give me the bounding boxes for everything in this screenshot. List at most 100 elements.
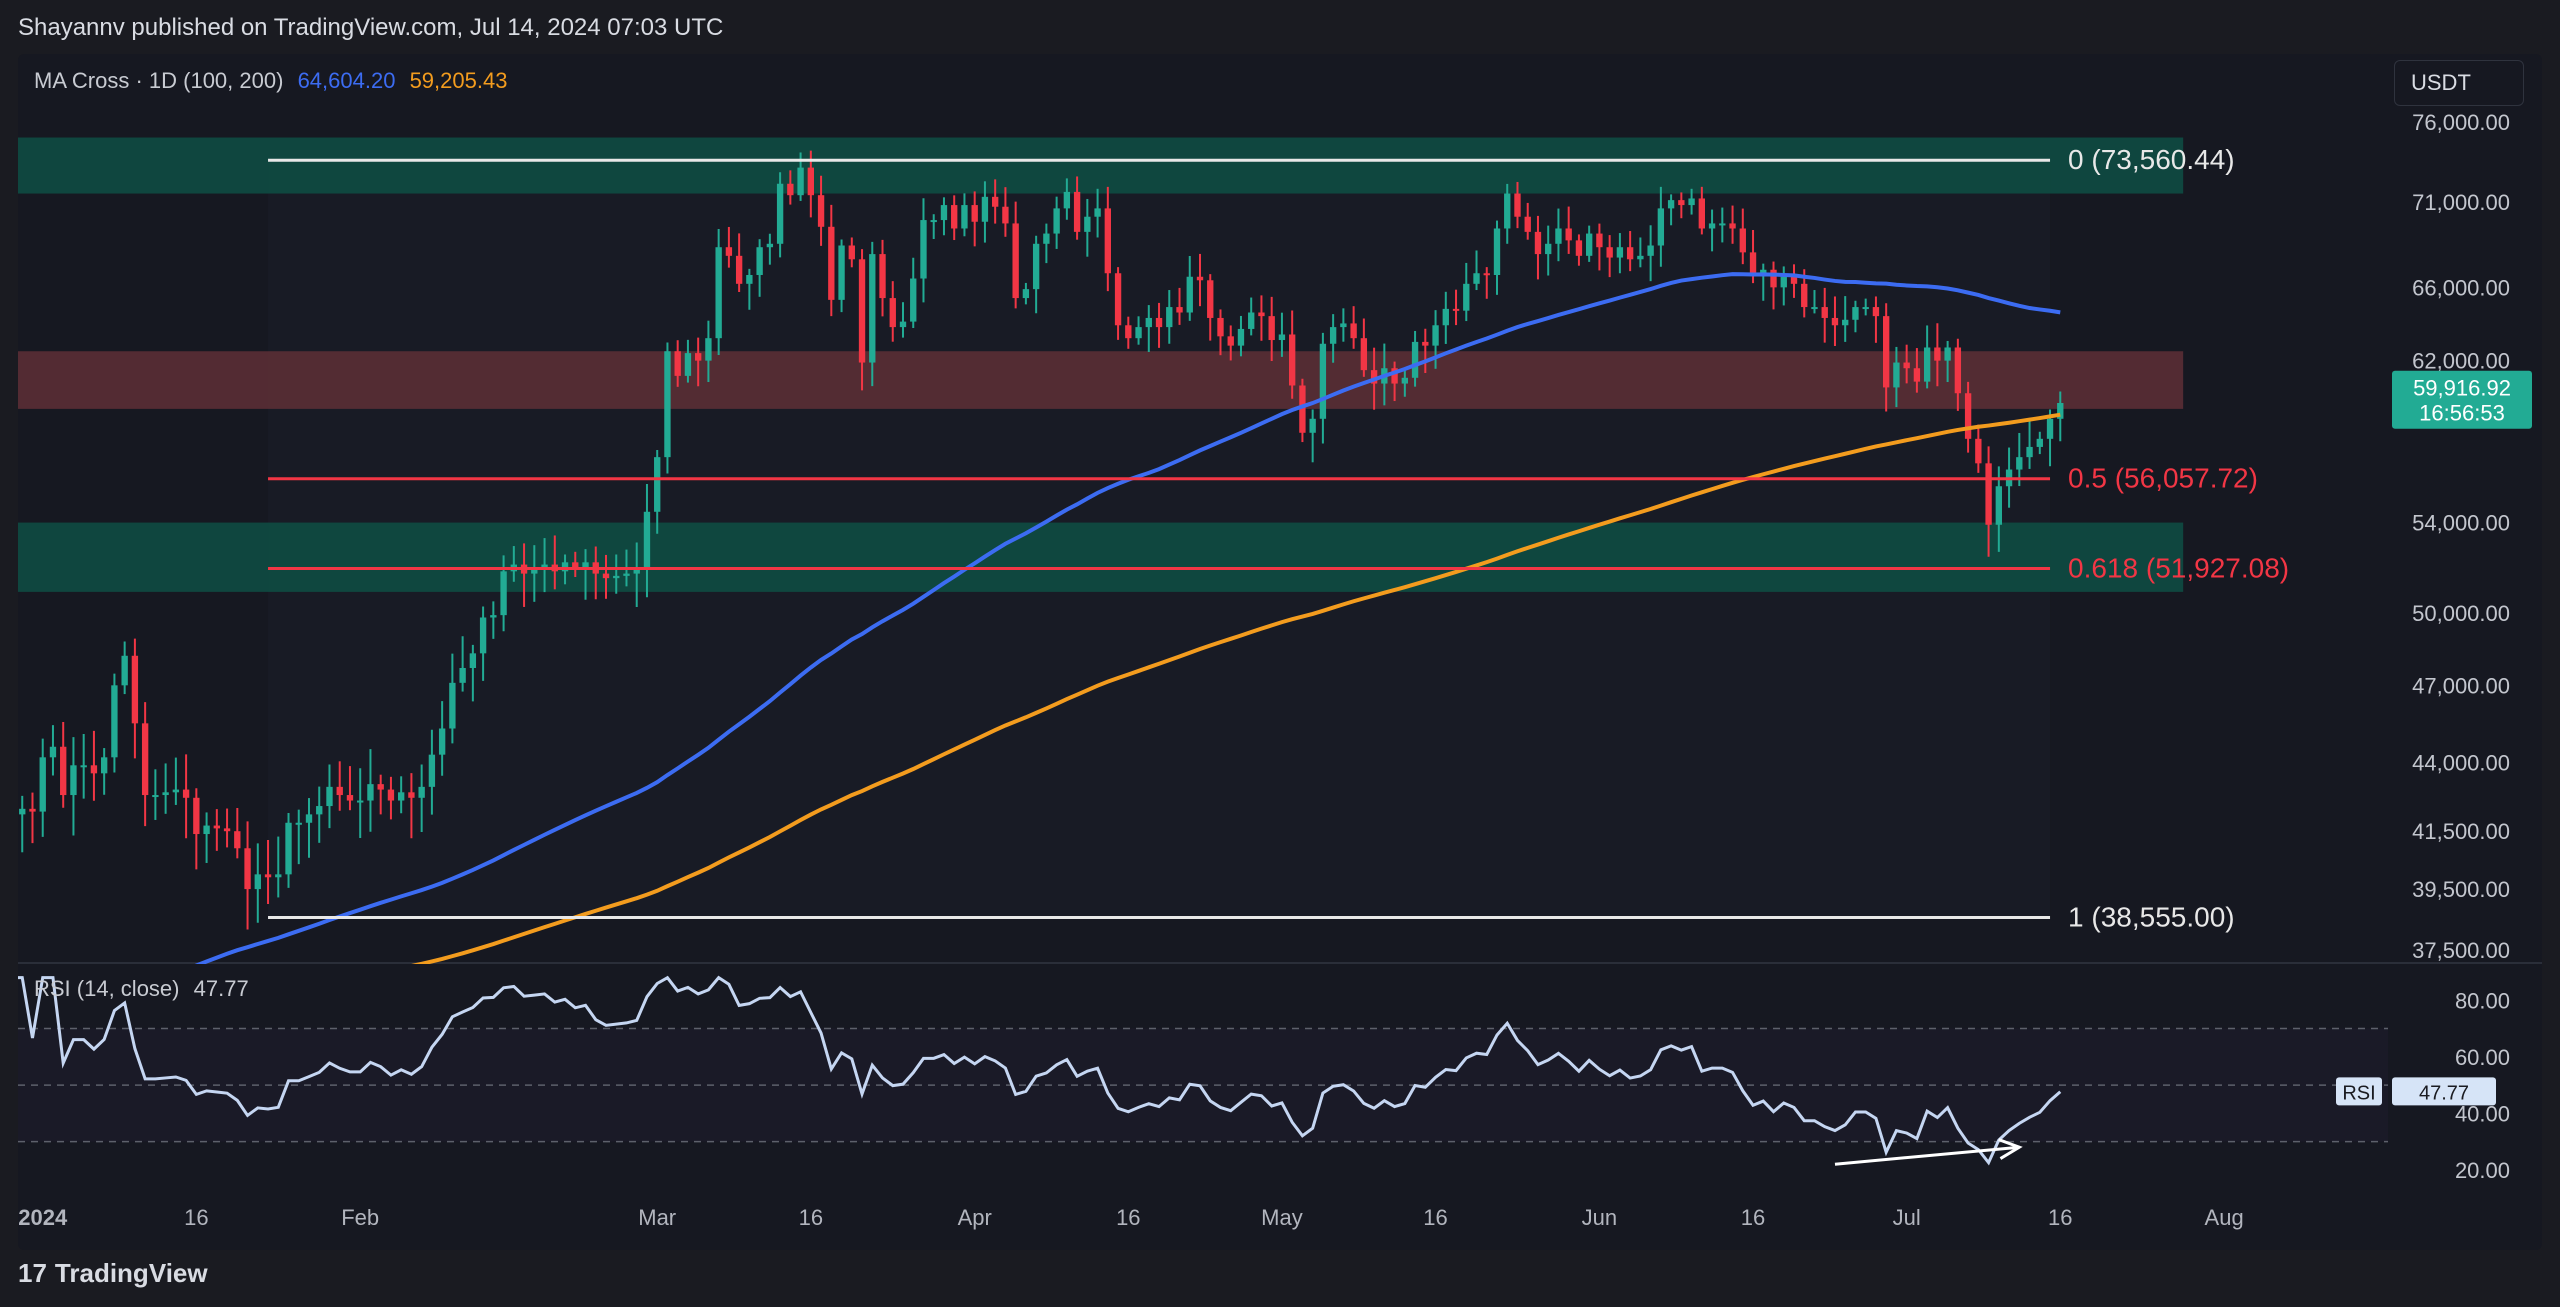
- candle-body: [275, 874, 282, 878]
- ma100-value: 64,604.20: [297, 68, 396, 93]
- candle-body: [715, 247, 722, 339]
- rsi-legend[interactable]: RSI (14, close) 47.77: [34, 976, 249, 1002]
- candle-body: [1913, 368, 1921, 382]
- candle-body: [951, 205, 958, 229]
- candle-body: [1104, 208, 1112, 274]
- candle-body: [1084, 216, 1091, 232]
- candle-body: [377, 784, 384, 790]
- fib-level-label-3: 1 (38,555.00): [2068, 901, 2235, 932]
- candle-body: [1790, 276, 1798, 284]
- candle-body: [1442, 308, 1449, 326]
- candle-body: [1903, 362, 1910, 369]
- ma100-line: [194, 272, 2061, 964]
- candle-body: [131, 655, 139, 724]
- chart-svg[interactable]: 76,000.00 71,000.00 66,000.00 62,000.00 54,0…: [18, 54, 2542, 1250]
- candle-body: [776, 183, 784, 244]
- rsi-line: [18, 975, 2062, 1166]
- candle-body: [408, 792, 415, 798]
- candle-body: [1729, 223, 1736, 229]
- ma-cross-label: MA Cross · 1D (100, 200): [34, 68, 284, 93]
- candle-body: [223, 828, 231, 832]
- candle-body: [1760, 269, 1767, 275]
- candle-body: [336, 786, 343, 796]
- candle-body: [203, 825, 210, 835]
- candle-body: [1114, 273, 1122, 326]
- tradingview-logo-text: TradingView: [54, 1258, 208, 1288]
- candle-body: [1678, 200, 1685, 206]
- zone-band-1: [18, 351, 2184, 409]
- candle-body: [1032, 243, 1040, 290]
- candle-body: [162, 792, 169, 796]
- candle-body: [1964, 393, 1972, 439]
- candle-body: [1842, 319, 1849, 326]
- candle-body: [1196, 276, 1204, 281]
- candle-body: [572, 562, 579, 570]
- candle-body: [1739, 228, 1746, 253]
- tradingview-logo-icon: 17: [18, 1258, 47, 1288]
- candle-body: [797, 167, 804, 196]
- candle-body: [991, 196, 999, 207]
- candle-body: [1391, 368, 1398, 384]
- candle-body: [981, 196, 989, 222]
- candle-body: [1872, 307, 1880, 317]
- candle-body: [1309, 418, 1316, 433]
- candle-body: [613, 575, 620, 579]
- candle-body: [479, 617, 487, 654]
- candle-body: [694, 353, 702, 361]
- candle-body: [213, 825, 221, 829]
- candle-body: [1002, 206, 1009, 224]
- candle-body: [1155, 317, 1163, 328]
- candle-body: [490, 615, 497, 618]
- candle-body: [1811, 307, 1818, 310]
- candle-body: [1401, 377, 1409, 384]
- candle-body: [940, 205, 948, 221]
- candle-body: [1258, 312, 1265, 317]
- candle-body: [1862, 307, 1869, 310]
- currency-button[interactable]: USDT: [2394, 60, 2524, 106]
- candle-body: [418, 786, 425, 798]
- candles-group: [19, 150, 2064, 930]
- last-price-label: 59,916.92: [2413, 376, 2511, 401]
- candle-body: [1954, 347, 1962, 394]
- x-tick-label: 16: [1741, 1205, 1765, 1230]
- candle-body: [1012, 223, 1019, 299]
- candle-body: [1985, 463, 1992, 525]
- rsi-tick-label: 80.00: [2455, 988, 2510, 1013]
- candle-body: [1063, 191, 1071, 209]
- fib-level-label-2: 0.618 (51,927.08): [2068, 552, 2289, 583]
- candle-body: [1493, 228, 1501, 275]
- candle-body: [111, 685, 118, 758]
- candle-body: [746, 274, 753, 284]
- candle-body: [1514, 193, 1521, 217]
- candle-body: [1770, 269, 1777, 288]
- tradingview-logo[interactable]: 17 TradingView: [18, 1258, 208, 1289]
- candle-body: [2057, 402, 2064, 419]
- candle-body: [828, 226, 835, 300]
- candle-body: [602, 573, 610, 579]
- candle-body: [305, 814, 313, 823]
- divergence-arrow-line: [1834, 1145, 2020, 1166]
- chart-container[interactable]: 76,000.00 71,000.00 66,000.00 62,000.00 54,0…: [18, 54, 2542, 1250]
- candle-body: [1708, 223, 1716, 229]
- candle-body: [49, 746, 57, 758]
- x-tick-label: Feb: [341, 1205, 379, 1230]
- candle-body: [428, 754, 436, 787]
- ma-cross-legend[interactable]: MA Cross · 1D (100, 200) 64,604.20 59,20…: [34, 68, 507, 94]
- candle-body: [1893, 362, 1900, 388]
- candle-body: [152, 795, 159, 798]
- candle-body: [80, 765, 87, 768]
- candle-body: [500, 571, 507, 616]
- candle-body: [787, 183, 794, 196]
- candle-body: [172, 789, 180, 793]
- zone-band-2: [18, 522, 2184, 592]
- candle-body: [1975, 438, 1982, 464]
- fib-level-label-1: 0.5 (56,057.72): [2068, 463, 2258, 494]
- y-tick-label: 39,500.00: [2412, 877, 2510, 902]
- candle-body: [1575, 240, 1583, 256]
- ma200-line: [411, 412, 2061, 964]
- candle-body: [244, 848, 251, 890]
- candle-body: [838, 245, 845, 300]
- x-tick-label: 16: [184, 1205, 208, 1230]
- candle-body: [397, 792, 405, 801]
- candle-body: [1688, 198, 1695, 206]
